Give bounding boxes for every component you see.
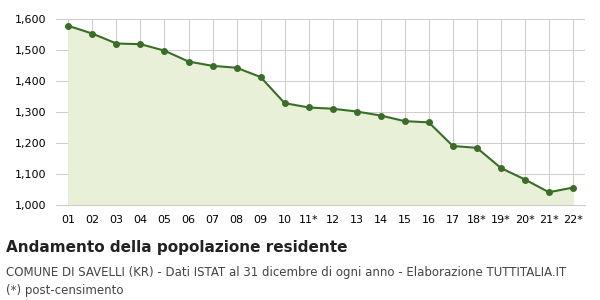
Text: COMUNE DI SAVELLI (KR) - Dati ISTAT al 31 dicembre di ogni anno - Elaborazione T: COMUNE DI SAVELLI (KR) - Dati ISTAT al 3… <box>6 266 566 279</box>
Text: (*) post-censimento: (*) post-censimento <box>6 284 124 297</box>
Text: Andamento della popolazione residente: Andamento della popolazione residente <box>6 240 347 255</box>
